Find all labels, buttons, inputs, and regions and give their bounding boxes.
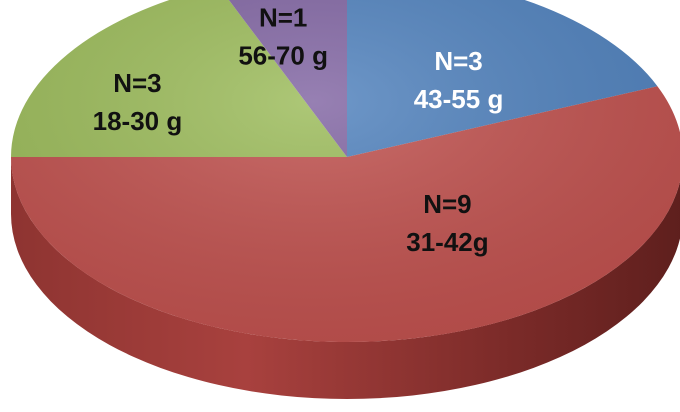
slice-range-label-1: 43-55 g [414, 84, 504, 114]
pie-slice-side-2 [11, 157, 680, 399]
slice-range-label-2: 31-42g [406, 227, 488, 257]
pie-side-layer [11, 157, 680, 399]
pie-sheen [11, 0, 680, 342]
pie-label-layer: N=3 43-55 g N=9 31-42g N=3 18-30 g N=1 56-70 g [93, 2, 504, 257]
slice-count-label-4: N=1 [259, 2, 307, 32]
slice-count-label-1: N=3 [434, 46, 482, 76]
slice-count-label-2: N=9 [423, 189, 471, 219]
slice-range-label-3: 18-30 g [93, 106, 183, 136]
slice-count-label-3: N=3 [113, 68, 161, 98]
slice-range-label-4: 56-70 g [238, 40, 328, 70]
pie-top-layer [11, 0, 680, 342]
